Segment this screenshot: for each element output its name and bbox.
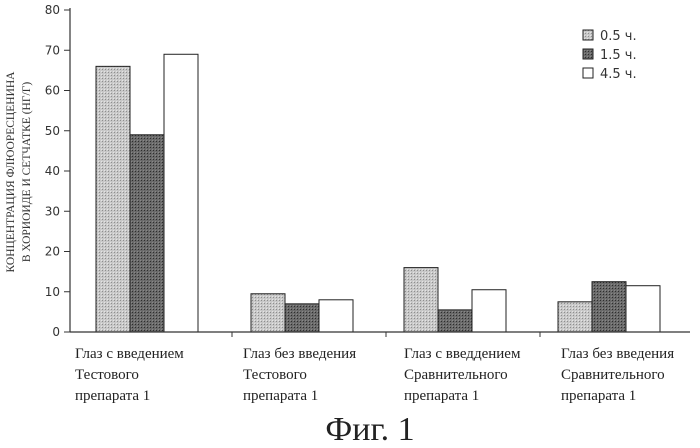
bar — [558, 302, 592, 332]
y-axis-label-line-1: КОНЦЕНТРАЦИЯ ФЛЮОРЕСЦЕНИНА — [5, 71, 17, 273]
legend-label: 4.5 ч. — [600, 67, 637, 82]
y-axis-label: КОНЦЕНТРАЦИЯ ФЛЮОРЕСЦЕНИНА В ХОРИОИДЕ И … — [5, 71, 33, 273]
category-label: Тестового — [75, 367, 139, 383]
legend-label: 0.5 ч. — [600, 29, 637, 44]
legend-swatch — [583, 49, 593, 59]
figure-caption: Фиг. 1 — [325, 411, 414, 448]
legend: 0.5 ч. 1.5 ч. 4.5 ч. — [583, 29, 637, 82]
bar — [164, 54, 198, 332]
y-tick-label: 50 — [45, 124, 60, 138]
category-label: Тестового — [243, 367, 307, 383]
y-tick-label: 30 — [45, 204, 60, 218]
bar — [472, 290, 506, 332]
y-tick-label: 70 — [45, 43, 60, 57]
category-labels: Глаз с введением Тестового препарата 1 Глаз… — [75, 346, 674, 404]
legend-swatch — [583, 30, 593, 40]
category-label: препарата 1 — [243, 388, 318, 404]
y-axis-label-line-2: В ХОРИОИДЕ И СЕТЧАТКЕ (НГ/Г) — [21, 82, 33, 263]
bars — [96, 54, 660, 332]
bar — [404, 268, 438, 332]
bar — [285, 304, 319, 332]
bar — [130, 135, 164, 332]
category-label: препарата 1 — [75, 388, 150, 404]
bar — [626, 286, 660, 332]
category-label: Глаз с введдением — [404, 346, 521, 362]
category-label: Сравнительного — [561, 367, 665, 383]
y-tick-label: 40 — [45, 164, 60, 178]
y-tick-label: 20 — [45, 245, 60, 259]
category-label: препарата 1 — [404, 388, 479, 404]
y-tick-label: 80 — [45, 3, 60, 17]
y-tick-label: 0 — [52, 325, 60, 339]
y-tick-label: 10 — [45, 285, 60, 299]
bar — [319, 300, 353, 332]
category-label: Глаз без введения — [561, 346, 674, 362]
category-label: Сравнительного — [404, 367, 508, 383]
bar — [592, 282, 626, 332]
category-label: препарата 1 — [561, 388, 636, 404]
y-tick-label: 60 — [45, 84, 60, 98]
category-label: Глаз с введением — [75, 346, 184, 362]
bar — [251, 294, 285, 332]
legend-swatch — [583, 68, 593, 78]
bar — [96, 66, 130, 332]
legend-label: 1.5 ч. — [600, 48, 637, 63]
category-label: Глаз без введения — [243, 346, 356, 362]
bar — [438, 310, 472, 332]
y-axis-ticks: 0 10 20 30 40 50 60 70 80 — [45, 3, 70, 339]
